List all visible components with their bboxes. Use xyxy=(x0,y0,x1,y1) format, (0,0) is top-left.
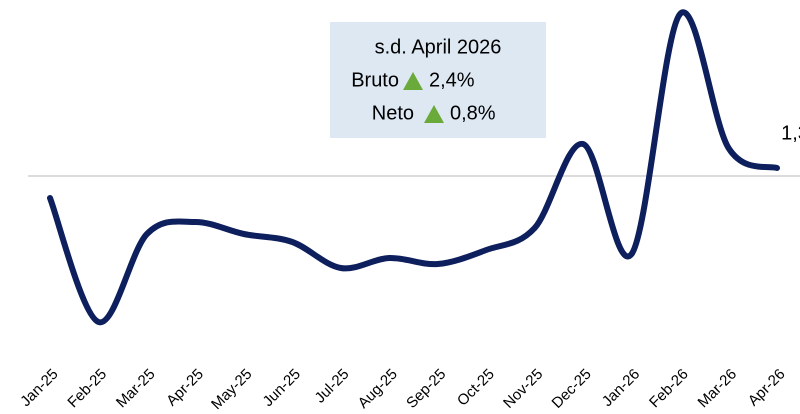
annotation-name: Bruto xyxy=(351,69,399,91)
x-tick-label: Apr-25 xyxy=(163,366,207,410)
x-tick-label: Jun-25 xyxy=(260,366,304,410)
line xyxy=(47,9,780,326)
x-tick-label: May-25 xyxy=(208,366,255,413)
x-tick-label: Aug-25 xyxy=(355,366,401,412)
annotation-box: s.d. April 2026 Bruto 2,4% Neto 0,8% xyxy=(330,22,546,138)
annotation-value: 2,4% xyxy=(429,69,475,91)
data-label: 1,3 xyxy=(781,122,800,144)
up-triangle xyxy=(424,105,444,123)
x-tick-label: Nov-25 xyxy=(500,366,546,412)
x-tick-label: Apr-26 xyxy=(745,366,789,410)
up-triangle xyxy=(403,72,423,90)
annotation-title: s.d. April 2026 xyxy=(375,36,502,58)
x-tick-label: Feb-25 xyxy=(64,366,110,412)
annotation-name: Neto xyxy=(372,102,414,124)
x-tick-label: Oct-25 xyxy=(454,366,498,410)
x-tick-label: Jan-25 xyxy=(17,366,61,410)
annotation-value: 0,8% xyxy=(450,102,496,124)
x-tick-label: Feb-26 xyxy=(646,366,692,412)
x-tick-label: Jan-26 xyxy=(599,366,643,410)
x-tick-label: Dec-25 xyxy=(549,366,595,412)
x-tick-label: Mar-25 xyxy=(113,366,159,412)
x-tick-label: Sep-25 xyxy=(403,366,449,412)
x-tick-label: Jul-25 xyxy=(312,366,353,407)
x-tick-label: Mar-26 xyxy=(695,366,741,412)
